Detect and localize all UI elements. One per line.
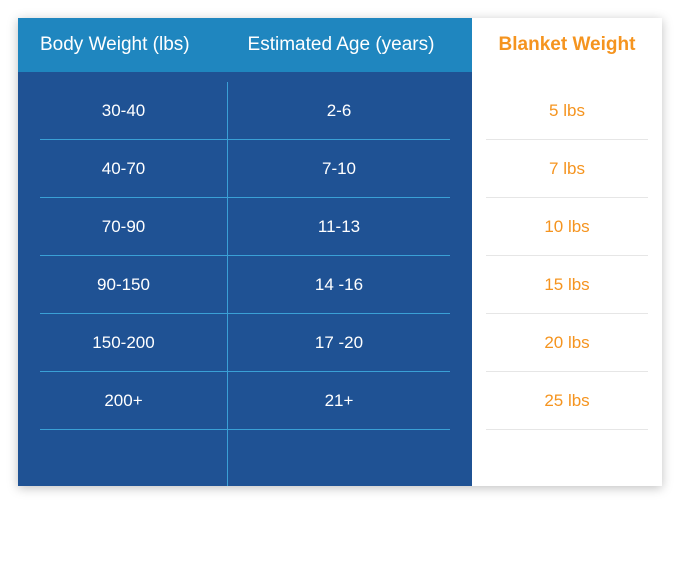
cell-estimated-age: 21+ [228,391,450,411]
cell-body-weight: 90-150 [40,256,228,313]
cell-estimated-age: 14 -16 [228,275,450,295]
cell-blanket-weight: 10 lbs [486,217,648,237]
empty-divider [40,430,228,486]
table-row: 40-70 7-10 [40,140,450,198]
empty-row [40,430,450,486]
cell-blanket-weight: 15 lbs [486,275,648,295]
cell-blanket-weight: 5 lbs [486,101,648,121]
cell-body-weight: 70-90 [40,198,228,255]
cell-estimated-age: 17 -20 [228,333,450,353]
cell-body-weight: 40-70 [40,140,228,197]
table-row: 70-90 11-13 [40,198,450,256]
cell-body-weight: 150-200 [40,314,228,371]
cell-body-weight: 200+ [40,372,228,429]
right-panel: Blanket Weight 5 lbs 7 lbs 10 lbs 15 lbs… [472,18,662,486]
col-header-body-weight: Body Weight (lbs) [18,34,228,56]
weight-table: Body Weight (lbs) Estimated Age (years) … [18,18,662,486]
cell-estimated-age: 7-10 [228,159,450,179]
cell-blanket-weight: 7 lbs [486,159,648,179]
table-row: 20 lbs [486,314,648,372]
cell-estimated-age: 11-13 [228,217,450,237]
table-row: 15 lbs [486,256,648,314]
col-header-estimated-age: Estimated Age (years) [228,34,472,56]
left-header-row: Body Weight (lbs) Estimated Age (years) [18,18,472,72]
cell-estimated-age: 2-6 [228,101,450,121]
table-row: 90-150 14 -16 [40,256,450,314]
cell-blanket-weight: 25 lbs [486,391,648,411]
empty-row [472,430,662,486]
left-panel: Body Weight (lbs) Estimated Age (years) … [18,18,472,486]
table-row: 10 lbs [486,198,648,256]
right-header-row: Blanket Weight [472,18,662,72]
table-row: 30-40 2-6 [40,82,450,140]
table-row: 25 lbs [486,372,648,430]
right-body: 5 lbs 7 lbs 10 lbs 15 lbs 20 lbs 25 lbs [472,72,662,486]
table-row: 150-200 17 -20 [40,314,450,372]
table-row: 200+ 21+ [40,372,450,430]
cell-body-weight: 30-40 [40,82,228,139]
left-body: 30-40 2-6 40-70 7-10 70-90 11-13 90-150 … [18,72,472,486]
table-row: 5 lbs [486,82,648,140]
table-row: 7 lbs [486,140,648,198]
col-header-blanket-weight: Blanket Weight [472,34,662,56]
cell-blanket-weight: 20 lbs [486,333,648,353]
